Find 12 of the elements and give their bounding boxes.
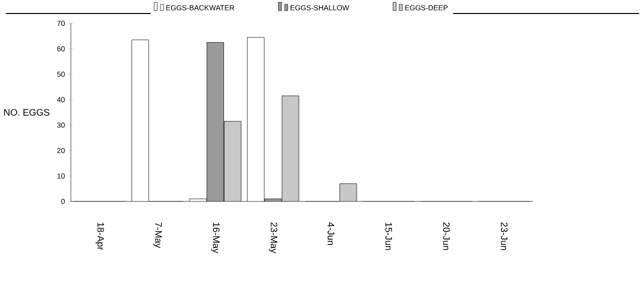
y-axis-title: NO. EGGS bbox=[4, 109, 50, 116]
bar bbox=[224, 121, 242, 202]
x-tick-label: 16-May bbox=[211, 222, 220, 254]
x-tick-label: 18-Apr bbox=[96, 222, 104, 250]
bar bbox=[340, 184, 357, 202]
x-tick-label: 7-May bbox=[153, 222, 162, 248]
x-tick-label: 20-Jun bbox=[443, 222, 450, 250]
x-tick-label: 15-Jun bbox=[385, 222, 392, 250]
x-tick-label: 23-May bbox=[268, 222, 278, 254]
x-tick-label: 23-Jun bbox=[500, 222, 508, 250]
x-tick-label: 4-Jun bbox=[328, 222, 334, 245]
bar bbox=[282, 96, 299, 202]
